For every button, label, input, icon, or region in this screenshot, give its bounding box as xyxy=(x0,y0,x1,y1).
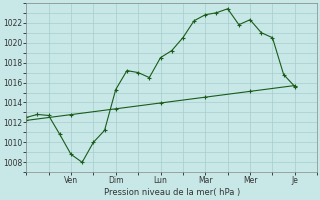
X-axis label: Pression niveau de la mer( hPa ): Pression niveau de la mer( hPa ) xyxy=(104,188,240,197)
